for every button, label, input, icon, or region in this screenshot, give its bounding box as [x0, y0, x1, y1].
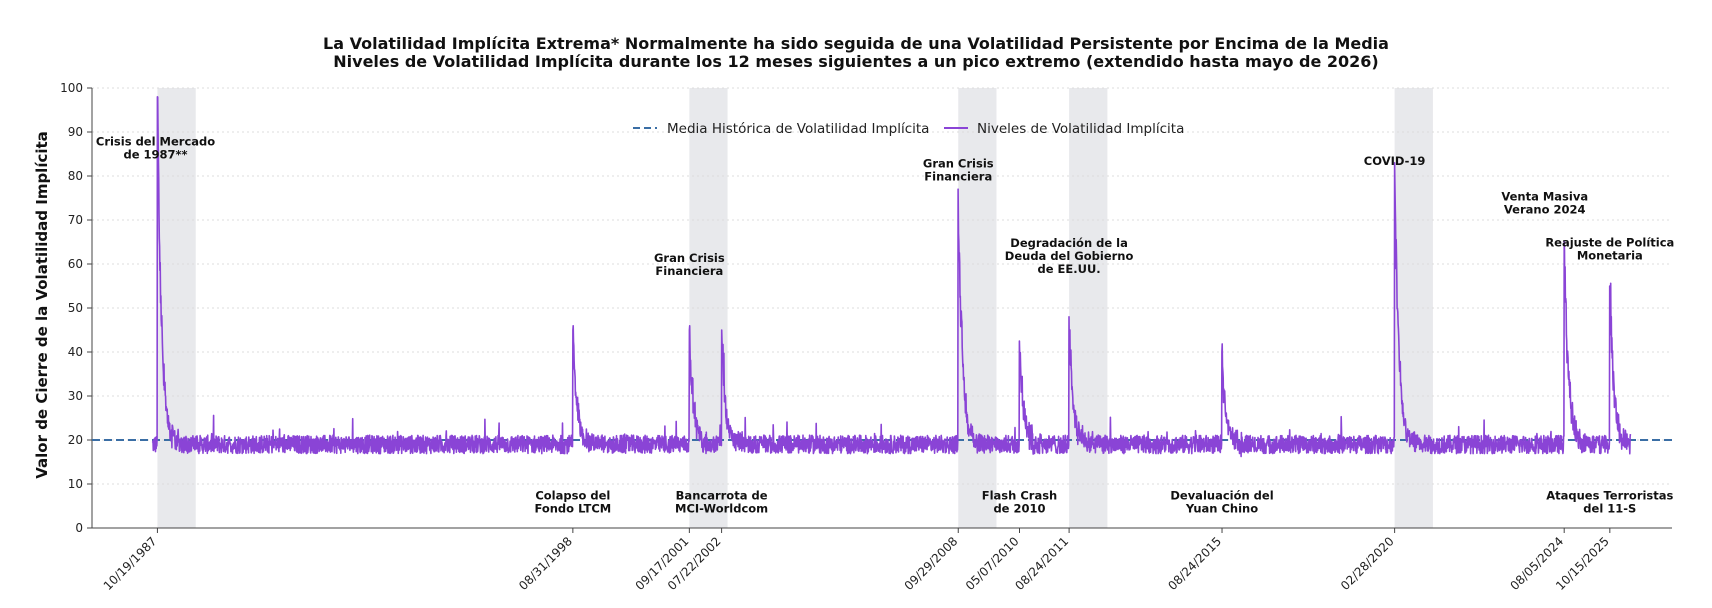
annotation-1: Colapso del Fondo LTCM	[534, 489, 611, 516]
chart-title: La Volatilidad Implícita Extrema* Normal…	[323, 34, 1389, 53]
y-ticks: 0 10 20 30 40 50 60 70 80 90 100	[60, 81, 92, 535]
y-tick-label-90: 90	[68, 125, 83, 139]
annotation-7: Devaluación del Yuan Chino	[1170, 489, 1273, 516]
annotation-0: Crisis del Mercado de 1987**	[96, 134, 215, 161]
annotation-4: Gran Crisis Financiera	[923, 156, 994, 183]
y-tick-label-80: 80	[68, 169, 83, 183]
y-tick-label-0: 0	[75, 521, 83, 535]
chart-subtitle: Niveles de Volatilidad Implícita durante…	[333, 52, 1378, 71]
y-axis-label: Valor de Cierre de la Volatilidad Implíc…	[33, 131, 51, 479]
series-layer	[92, 96, 1672, 458]
x-tick-label-7: 08/24/2015	[1165, 534, 1224, 593]
annotation-6: Degradación de la Deuda del Gobierno de EE…	[1005, 236, 1134, 276]
x-tick-label-8: 02/28/2020	[1338, 534, 1397, 593]
annotations: Crisis del Mercado de 1987** Colapso del Fo…	[96, 134, 1674, 515]
x-tick-label-1: 08/31/1998	[516, 534, 575, 593]
x-tick-label-0: 10/19/1987	[101, 534, 160, 593]
x-ticks: 10/19/1987 08/31/1998 09/17/200107/22/2002…	[101, 528, 1612, 593]
legend-label-mean: Media Histórica de Volatilidad Implícita	[667, 121, 929, 137]
y-tick-label-10: 10	[68, 477, 83, 491]
annotation-11: Ataques Terroristas del 11-S	[1546, 489, 1673, 516]
y-tick-label-60: 60	[68, 257, 83, 271]
gridlines	[92, 87, 1672, 485]
x-tick-label-4: 09/29/2008	[902, 534, 961, 593]
y-tick-label-70: 70	[68, 213, 83, 227]
y-tick-label-20: 20	[68, 433, 83, 447]
y-tick-label-40: 40	[68, 345, 83, 359]
annotation-3: Bancarrota de MCI-Worldcom	[675, 489, 768, 516]
x-tick-label-6: 08/24/2011	[1012, 534, 1071, 593]
y-tick-label-30: 30	[68, 389, 83, 403]
legend: Media Histórica de Volatilidad Implícita…	[633, 121, 1184, 137]
annotation-10: Reajuste de Política Monetaria	[1545, 236, 1674, 263]
annotation-5: Flash Crash de 2010	[982, 489, 1058, 516]
y-tick-label-100: 100	[60, 81, 83, 95]
volatility-series-line	[151, 96, 1632, 458]
annotation-2: Gran Crisis Financiera	[654, 251, 725, 278]
annotation-9: Venta Masiva Verano 2024	[1501, 189, 1588, 216]
y-tick-label-50: 50	[68, 301, 83, 315]
annotation-8: COVID-19	[1364, 154, 1426, 168]
legend-label-series: Niveles de Volatilidad Implícita	[977, 121, 1184, 137]
